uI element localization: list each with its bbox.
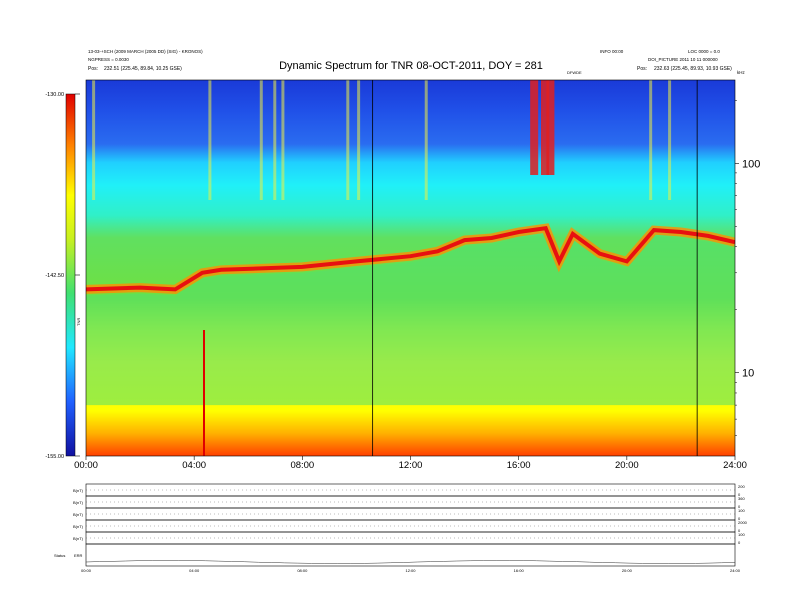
header-right-line1b: LOC 0000 = 0.0 — [688, 49, 720, 54]
burst-streak — [357, 80, 361, 200]
colorbar-tick-label: -155.00 — [45, 454, 64, 460]
colorbar-ticks: -130.00 -142.50 -155.00 — [45, 92, 80, 460]
burst-streak — [259, 80, 263, 200]
header-right-line2: DOI_PICTURE 2011 10 11 000000 — [648, 57, 718, 62]
footer-status-label: Status — [54, 553, 65, 558]
aux-x-tick-label: 12:00 — [405, 568, 416, 573]
aux-x-tick-label: 00:00 — [81, 568, 92, 573]
colorbar-unit: TNR — [76, 318, 81, 326]
header-left-line2: NGPRESS = 0.0030 — [88, 57, 129, 62]
y-axis-right: 100 10 — [735, 100, 760, 436]
burst-streak — [541, 80, 550, 175]
header-right-pos-label: Pos: — [637, 66, 647, 72]
aux-panel-right-bottom: 0 — [738, 540, 741, 545]
x-tick-label: 20:00 — [615, 460, 639, 471]
aux-x-tick-label: 20:00 — [622, 568, 633, 573]
aux-panel-label: B(nT) — [73, 512, 84, 517]
burst-streak — [649, 80, 653, 200]
aux-x-tick-label: 04:00 — [189, 568, 200, 573]
colorbar-tick-label: -142.50 — [45, 273, 64, 279]
aux-panel-right-top: 2000 — [738, 520, 748, 525]
aux-panel-right-top: 360 — [738, 496, 745, 501]
burst-streak — [424, 80, 428, 200]
x-tick-label: 08:00 — [290, 460, 314, 471]
x-tick-label: 12:00 — [399, 460, 423, 471]
burst-streak — [273, 80, 277, 200]
burst-streak — [208, 80, 212, 200]
aux-panel-label: B(nT) — [73, 536, 84, 541]
aux-panel-right-bottom: 0 — [738, 504, 741, 509]
aux-panel-label: B(nT) — [73, 500, 84, 505]
aux-panel-right-top: 200 — [738, 484, 745, 489]
aux-panel-label: B(nT) — [73, 488, 84, 493]
header-left-pos-value: 232.51 (225.45, 89.84, 10.25 GSE) — [104, 66, 182, 72]
aux-panel-right-bottom: 0 — [738, 516, 741, 521]
colorbar-tick-label: -130.00 — [45, 92, 64, 98]
vertical-markers — [372, 80, 698, 456]
aux-panel-right-top: 100 — [738, 508, 745, 513]
aux-panel-large — [85, 543, 736, 567]
header-left-pos-label: Pos: — [88, 66, 98, 72]
plasma-band — [86, 234, 735, 406]
burst-streak — [530, 80, 539, 175]
burst-streak — [668, 80, 672, 200]
x-tick-label: 16:00 — [507, 460, 531, 471]
x-axis: 00:00 04:00 08:00 12:00 16:00 20:00 24:00 — [74, 456, 747, 471]
aux-panel-right-bottom: 0 — [738, 528, 741, 533]
header-left-line1: 13-03-+SCH (2009 MARCH (2005 DD) (SIG) -… — [88, 49, 203, 54]
aux-x-tick-label: 24:00 — [730, 568, 741, 573]
aux-panels: B(nT)2000B(nT)3600B(nT)1000B(nT)20000B(n… — [73, 483, 748, 573]
x-tick-label: 24:00 — [723, 460, 747, 471]
aux-panel-label: B(nT) — [73, 524, 84, 529]
y-tick-label: 100 — [742, 158, 760, 170]
x-tick-label: 00:00 — [74, 460, 98, 471]
colorbar — [65, 93, 76, 457]
burst-streak — [281, 80, 285, 200]
burst-streak — [92, 80, 96, 200]
footer-status-value: ERR — [74, 553, 83, 558]
burst-streak — [546, 80, 555, 175]
x-tick-label: 04:00 — [182, 460, 206, 471]
header-right-pos-value: 232.63 (225.45, 89.93, 10.93 GSE) — [654, 66, 732, 72]
burst-streak — [346, 80, 350, 200]
aux-panel-right-top: 100 — [738, 532, 745, 537]
header-right-line1a: INFO 00:00 — [600, 49, 624, 54]
aux-x-tick-label: 08:00 — [297, 568, 308, 573]
ridge-line — [86, 226, 735, 292]
burst-streaks — [92, 80, 672, 200]
chart-title: Dynamic Spectrum for TNR 08-OCT-2011, DO… — [279, 60, 543, 72]
aux-panel-right-bottom: 0 — [738, 492, 741, 497]
spectrogram — [86, 80, 735, 456]
aux-x-tick-label: 16:00 — [514, 568, 525, 573]
y-tick-label: 10 — [742, 368, 754, 380]
y-axis-unit: kHz — [737, 70, 745, 75]
aux-large-trace — [85, 560, 736, 564]
bottom-marker-label: DFWDE — [567, 70, 582, 75]
